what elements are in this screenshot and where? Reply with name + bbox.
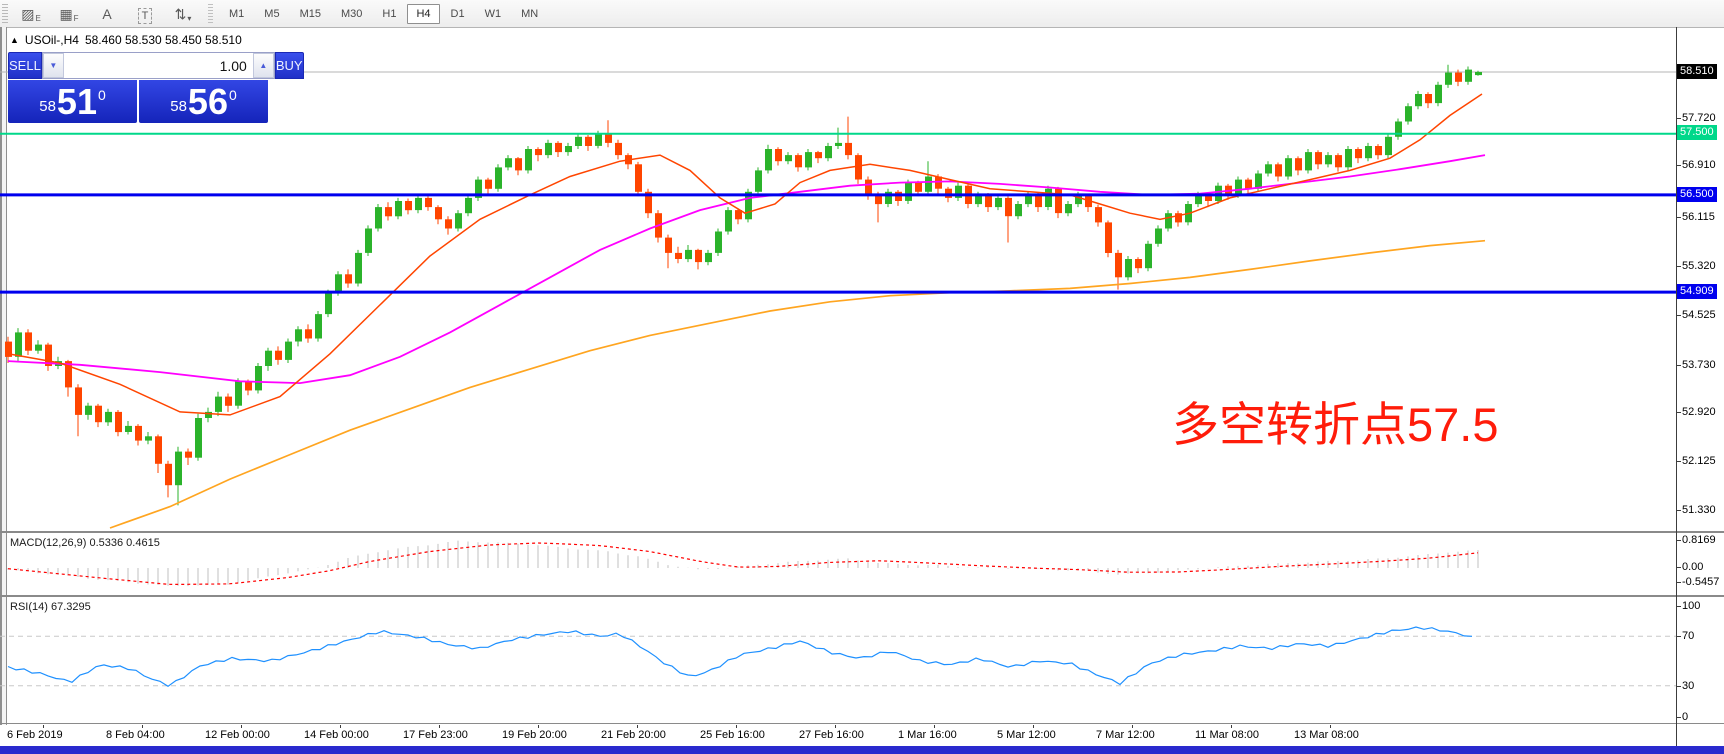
price-axis-label: 0.00	[1676, 561, 1704, 573]
price-badge: 54.909	[1677, 284, 1717, 299]
volume-box: ▼ ▲	[41, 52, 275, 79]
volume-increase-button[interactable]: ▲	[252, 53, 274, 78]
window-splitter[interactable]	[0, 27, 7, 746]
timeframe-button-m5[interactable]: M5	[264, 7, 280, 20]
time-axis-label: 17 Feb 23:00	[403, 725, 468, 741]
price-axis-label: 53.730	[1677, 359, 1716, 371]
price-badge: 56.500	[1677, 187, 1717, 202]
buy-price-point: 0	[228, 86, 237, 103]
symbol-period-label: USOil-,H4	[24, 33, 79, 47]
sell-price-point: 0	[97, 86, 106, 103]
time-axis-label: 13 Mar 08:00	[1294, 725, 1359, 741]
panel-separator	[0, 723, 1724, 724]
rsi-label: RSI(14) 67.3295	[10, 601, 91, 613]
time-axis-label: 8 Feb 04:00	[106, 725, 165, 741]
buy-price[interactable]: 58 56 0	[139, 80, 268, 123]
timeframe-button-h1[interactable]: H1	[382, 7, 397, 20]
toolbar-icon-group: ▨ E ▦ F A T ⇅ ▾	[12, 3, 202, 24]
timeframe-button-mn[interactable]: MN	[521, 7, 539, 20]
time-axis-label: 27 Feb 16:00	[799, 725, 864, 741]
time-axis-label: 6 Feb 2019	[7, 725, 63, 741]
price-axis-label: 57.720	[1677, 112, 1716, 124]
price-axis-label: 30	[1676, 680, 1695, 692]
price-axis-label: 0.8169	[1677, 534, 1716, 546]
time-axis-label: 19 Feb 20:00	[502, 725, 567, 741]
toolbar: ▨ E ▦ F A T ⇅ ▾ M1 M5 M15 M30 H1 H4 D1 W1 MN	[0, 0, 1724, 28]
timeframe-button-m30[interactable]: M30	[340, 7, 363, 20]
volume-decrease-button[interactable]: ▼	[42, 53, 64, 78]
buy-price-main: 56	[187, 80, 228, 122]
panel-separator[interactable]	[0, 595, 1724, 597]
time-axis-label: 11 Mar 08:00	[1195, 725, 1260, 741]
text-tool-icon[interactable]: A	[102, 6, 112, 22]
timeframe-button-m1[interactable]: M1	[229, 7, 245, 20]
price-axis-label: 51.330	[1677, 504, 1716, 516]
chart-title: ▲ USOil-,H4 58.460 58.530 58.450 58.510	[10, 33, 242, 47]
ohlc-readout: 58.460 58.530 58.450 58.510	[84, 33, 242, 47]
price-axis-label: 56.115	[1677, 211, 1715, 223]
objects-tool-icon[interactable]: ⇅ ▾	[174, 6, 192, 23]
price-axis-label: 52.125	[1677, 455, 1716, 467]
macd-chart[interactable]	[0, 533, 1676, 595]
time-axis-label: 21 Feb 20:00	[601, 725, 666, 741]
time-axis[interactable]: 6 Feb 2019 8 Feb 04:00 12 Feb 00:00 14 Feb …	[0, 725, 1676, 746]
textbox-tool-icon[interactable]: T	[131, 3, 159, 24]
price-axis-label: 52.920	[1677, 406, 1716, 418]
timeframe-button-m15[interactable]: M15	[299, 7, 321, 20]
one-click-trade-panel: SELL ▼ ▲ BUY 58 51 0 58 56 0	[8, 52, 304, 123]
timeframe-button-w1[interactable]: W1	[484, 7, 502, 20]
macd-label: MACD(12,26,9) 0.5336 0.4615	[10, 537, 160, 549]
price-axis-label: 100	[1676, 600, 1701, 612]
grid-tool-icon[interactable]: ▦ F	[59, 6, 79, 23]
time-axis-label: 1 Mar 16:00	[898, 725, 957, 741]
collapse-panel-icon[interactable]: ▲	[10, 35, 19, 45]
timeframe-button-h4[interactable]: H4	[407, 3, 440, 24]
buy-price-prefix: 58	[170, 98, 187, 115]
price-badge: 57.500	[1677, 125, 1717, 140]
sell-price-main: 51	[56, 80, 97, 122]
sell-button[interactable]: SELL	[8, 52, 42, 79]
toolbar-drag-handle[interactable]	[2, 3, 8, 24]
chart-text-annotation: 多空转折点57.5	[1172, 398, 1499, 451]
price-axis-label: 54.525	[1677, 309, 1716, 321]
volume-input[interactable]	[63, 53, 253, 78]
indicators-tool-icon[interactable]: ▨ E	[21, 6, 41, 23]
timeframe-group: M1 M5 M15 M30 H1 H4 D1 W1 MN	[219, 0, 548, 27]
sell-price[interactable]: 58 51 0	[8, 80, 137, 123]
sell-price-prefix: 58	[39, 98, 56, 115]
timeframe-button-d1[interactable]: D1	[450, 7, 465, 20]
price-axis-label: 55.320	[1677, 260, 1716, 272]
toolbar-separator[interactable]	[208, 3, 213, 24]
bottom-window-bar	[0, 746, 1724, 754]
buy-button[interactable]: BUY	[274, 52, 304, 79]
time-axis-label: 7 Mar 12:00	[1096, 725, 1155, 741]
price-axis-label: 0	[1676, 711, 1689, 723]
time-axis-label: 5 Mar 12:00	[997, 725, 1056, 741]
price-axis-label: 70	[1676, 630, 1695, 642]
rsi-chart[interactable]	[0, 597, 1676, 723]
time-axis-label: 14 Feb 00:00	[304, 725, 369, 741]
price-axis-border	[1676, 27, 1677, 746]
time-axis-label: 25 Feb 16:00	[700, 725, 765, 741]
price-axis-label: -0.5457	[1676, 576, 1720, 588]
price-axis[interactable]: 58.510 57.720 57.500 56.910 56.500 56.115 55.3…	[1676, 0, 1724, 746]
price-chart[interactable]	[0, 27, 1676, 531]
price-axis-label: 56.910	[1677, 159, 1716, 171]
panel-separator[interactable]	[0, 531, 1724, 533]
price-badge: 58.510	[1677, 64, 1717, 79]
time-axis-label: 12 Feb 00:00	[205, 725, 270, 741]
